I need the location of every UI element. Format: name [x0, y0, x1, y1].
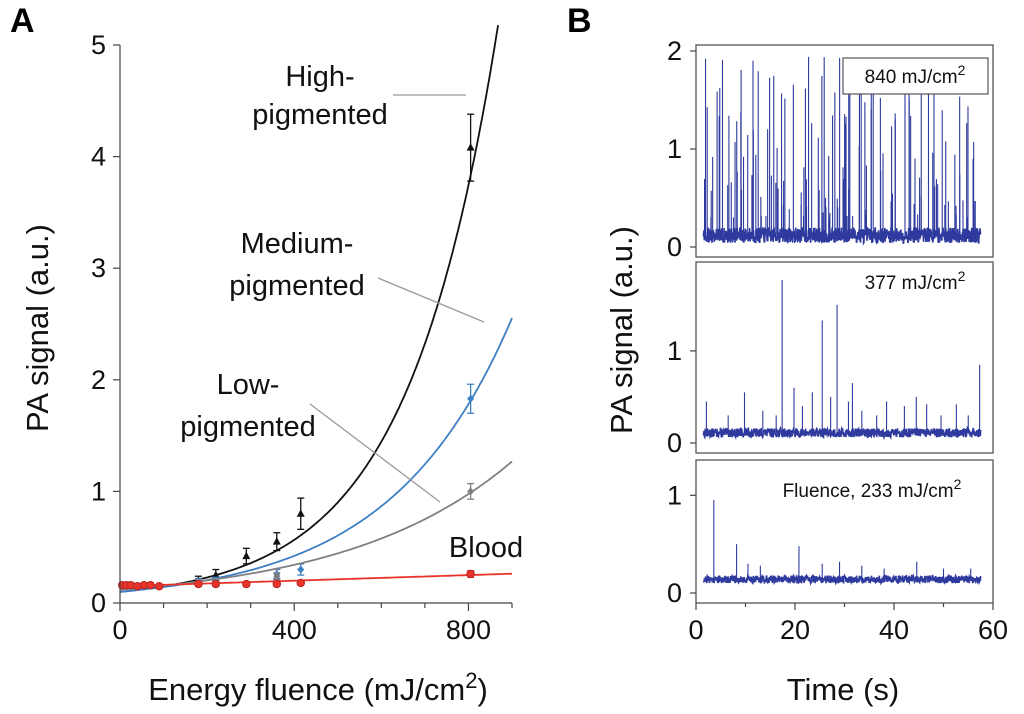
panel-b-y-tick-label: 1	[667, 134, 682, 164]
fluence-label-sup: 2	[958, 62, 966, 78]
series-label-leader-line	[377, 277, 485, 323]
data-point	[126, 580, 136, 590]
data-point	[146, 580, 155, 590]
data-point	[211, 579, 221, 589]
panel-b-y-tick-label: 1	[667, 336, 682, 366]
data-point	[272, 532, 281, 552]
panel-b-y-tick-label: 0	[667, 578, 682, 608]
panel-a-y-tick-label: 0	[91, 588, 106, 618]
panel-b-subplot-3: 0 1 Fluence, 233 mJ/cm2	[667, 459, 994, 608]
panel-b-x-tick-label: 60	[978, 615, 1008, 645]
panel-a-y-tick-label: 3	[91, 253, 106, 283]
panel-a-y-axis-title: PA signal (a.u.)	[20, 224, 55, 432]
fluence-label: Fluence, 233 mJ/cm2	[783, 476, 962, 502]
panel-letter-a: A	[10, 2, 35, 40]
data-point	[467, 482, 475, 500]
series-label-leader-line	[309, 403, 441, 503]
panel-b-y-axis-title: PA signal (a.u.)	[604, 226, 639, 434]
subplot-frame	[695, 44, 994, 258]
series-blood	[117, 569, 513, 591]
panel-letter-b: B	[567, 2, 592, 40]
fluence-label: 377 mJ/cm2	[865, 268, 966, 294]
data-point	[139, 580, 149, 590]
panel-b-x-tick-label: 0	[688, 615, 703, 645]
fluence-label-sup: 2	[958, 268, 966, 284]
panel-a-x-tick-label: 0	[112, 615, 127, 645]
data-point	[296, 578, 305, 588]
panel-b-x-tick-label: 20	[780, 615, 810, 645]
series-low-pigmented	[119, 460, 513, 591]
data-point	[466, 569, 475, 579]
data-point	[194, 579, 203, 589]
data-point	[242, 547, 251, 565]
panel-b-y-tick-label: 2	[667, 36, 682, 66]
series-label-2-line-1: Medium-	[241, 228, 354, 260]
panel-a-x-axis-title: Energy fluence (mJ/cm2)	[148, 668, 488, 707]
panel-a-chart: 0 1 2 3 4 5 0 400 800 High-pigmented Medium-pigme…	[20, 24, 523, 707]
panel-a-x-axis-title-sup: 2	[465, 668, 477, 693]
series-label-3-line-1: Low-	[217, 369, 280, 401]
series-label-1-line-2: pigmented	[252, 99, 387, 131]
fluence-label-sup: 2	[954, 476, 962, 492]
data-point	[242, 579, 251, 589]
data-point	[297, 563, 305, 576]
data-point	[133, 582, 142, 591]
panel-a-y-tick-label: 5	[91, 30, 106, 60]
data-point	[272, 579, 281, 589]
series-label-2-line-2: pigmented	[229, 270, 364, 302]
panel-a-x-axis-title-close: )	[477, 672, 487, 707]
panel-b-y-tick-label: 0	[667, 232, 682, 262]
data-point	[273, 572, 281, 581]
data-point	[467, 383, 475, 414]
series-label-1-line-1: High-	[285, 61, 354, 93]
data-point	[154, 582, 164, 591]
panel-b-y-tick-label: 1	[667, 480, 682, 510]
signal-trace-baseline	[702, 226, 982, 246]
panel-b-x-axis-title: Time (s)	[787, 672, 900, 707]
series-label-3-line-2: pigmented	[180, 411, 315, 443]
data-point	[296, 497, 305, 530]
signal-trace-baseline	[702, 425, 982, 441]
fit-curve	[119, 572, 513, 588]
fluence-label-box	[842, 57, 989, 95]
fit-curve	[119, 460, 513, 591]
subplot-frame	[695, 261, 994, 454]
fluence-label-main: 377 mJ/cm	[865, 273, 958, 294]
panel-b-y-tick-label: 0	[667, 428, 682, 458]
signal-trace-baseline	[702, 572, 982, 587]
fluence-label-main: Fluence, 233 mJ/cm	[783, 481, 954, 502]
series-label-4-line-1: Blood	[449, 532, 523, 564]
panel-a-x-axis-title-main: Energy fluence (mJ/cm	[148, 672, 465, 707]
fluence-label: 840 mJ/cm2	[865, 62, 966, 88]
panel-a-x-tick-label: 800	[446, 615, 491, 645]
panel-b-subplot-2: 0 1 377 mJ/cm2	[667, 261, 994, 458]
panel-a-y-tick-label: 4	[91, 142, 106, 172]
panel-b-x-tick-label: 40	[879, 615, 909, 645]
panel-a-y-tick-label: 1	[91, 476, 106, 506]
panel-a-y-tick-label: 2	[91, 365, 106, 395]
data-point	[466, 113, 475, 182]
fluence-label-main: 840 mJ/cm	[865, 67, 958, 88]
panel-a-x-tick-label: 400	[272, 615, 317, 645]
